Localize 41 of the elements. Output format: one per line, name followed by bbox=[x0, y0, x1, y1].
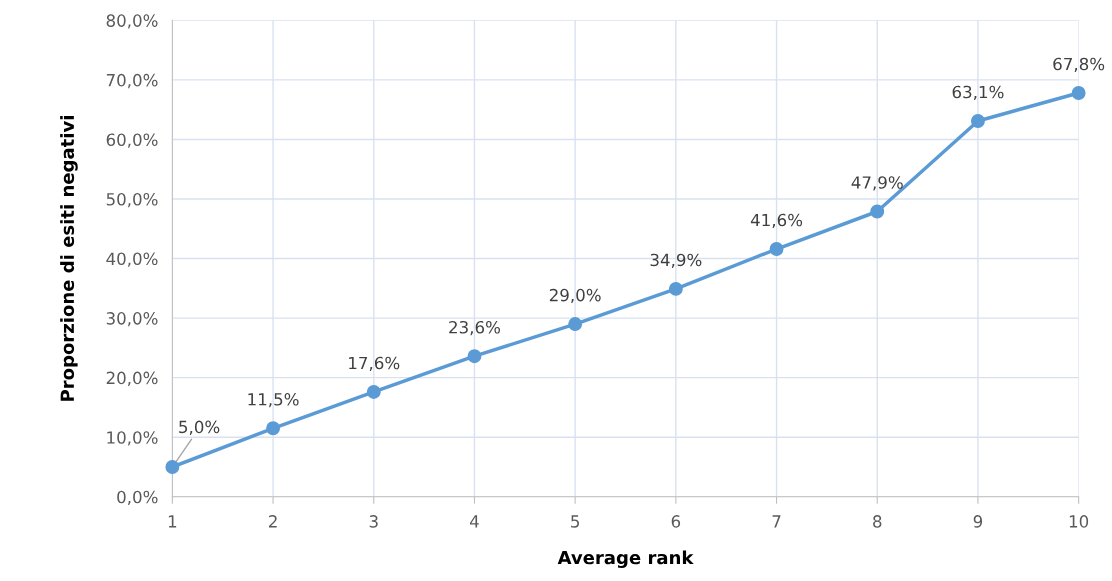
point bbox=[467, 349, 482, 364]
y-tick-label: 60,0% bbox=[106, 133, 158, 148]
x-tick-label: 4 bbox=[469, 515, 479, 528]
point bbox=[870, 204, 885, 219]
x-tick-label: 9 bbox=[973, 515, 983, 528]
y-tick-label: 30,0% bbox=[106, 312, 158, 327]
point bbox=[266, 421, 281, 436]
y-tick-label: 10,0% bbox=[107, 431, 158, 446]
y-tick-label: 40,0% bbox=[106, 252, 158, 267]
data-label: 11,5% bbox=[248, 392, 299, 408]
y-tick-label: 50,0% bbox=[106, 192, 158, 208]
x-axis-title: Average rank bbox=[557, 550, 694, 568]
x-tick-label: 7 bbox=[772, 515, 781, 528]
x-tick-label: 5 bbox=[571, 515, 579, 528]
data-label: 29,0% bbox=[549, 288, 601, 304]
point bbox=[568, 317, 583, 331]
data-label: 5,0% bbox=[179, 420, 220, 435]
point bbox=[1071, 86, 1086, 100]
point bbox=[165, 460, 180, 474]
data-label: 34,9% bbox=[650, 253, 702, 268]
data-label: 17,6% bbox=[349, 356, 400, 371]
point bbox=[769, 242, 784, 256]
data-label: 63,1% bbox=[952, 85, 1004, 101]
data-label: 67,8% bbox=[1053, 57, 1105, 73]
x-tick-label: 2 bbox=[268, 515, 277, 528]
x-tick-label: 3 bbox=[369, 515, 378, 528]
point bbox=[668, 281, 683, 296]
y-tick-label: 20,0% bbox=[106, 371, 158, 386]
x-tick-label: 1 bbox=[168, 515, 177, 528]
point bbox=[970, 114, 985, 128]
point bbox=[366, 384, 381, 399]
y-tick-label: 80,0% bbox=[106, 14, 158, 29]
x-tick-label: 8 bbox=[873, 515, 882, 528]
data-label: 23,6% bbox=[449, 320, 501, 336]
x-tick-label: 6 bbox=[671, 515, 681, 528]
y-tick-label: 70,0% bbox=[106, 73, 158, 89]
y-axis-title: Proporzione di esiti negativi bbox=[60, 116, 78, 401]
data-label: 41,6% bbox=[750, 213, 803, 229]
data-label: 47,9% bbox=[851, 176, 903, 191]
x-tick-label: 10 bbox=[1069, 515, 1089, 528]
y-tick-label: 0,0% bbox=[117, 490, 158, 506]
